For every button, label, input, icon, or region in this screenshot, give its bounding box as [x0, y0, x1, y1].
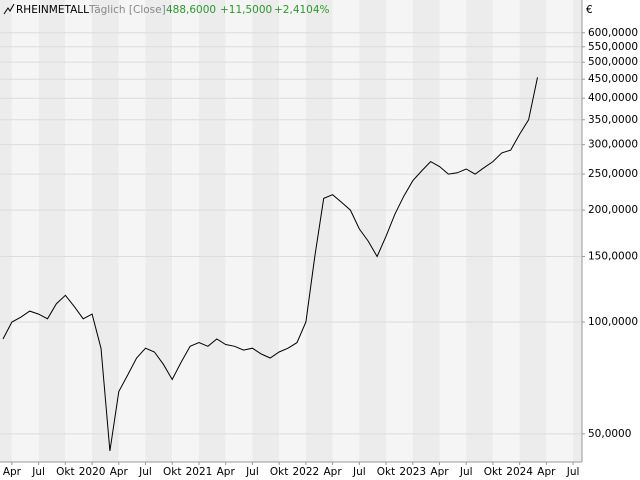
y-tick-label: 400,0000: [588, 92, 638, 104]
band: [145, 0, 173, 462]
y-tick-label: 50,0000: [588, 428, 631, 440]
y-tick-label: 550,0000: [588, 41, 638, 53]
x-tick-label: Apr: [3, 466, 22, 478]
band: [172, 0, 199, 462]
y-tick-label: 250,0000: [588, 168, 638, 180]
band: [573, 0, 582, 462]
x-tick-label: Apr: [217, 466, 236, 478]
y-tick-label: 100,0000: [588, 316, 638, 328]
band: [412, 0, 440, 462]
x-tick-label: 2021: [186, 466, 213, 478]
band: [198, 0, 226, 462]
x-tick-label: Okt: [56, 466, 74, 478]
band: [386, 0, 413, 462]
x-tick-label: Jul: [459, 466, 473, 478]
change: +11,5000: [220, 4, 272, 16]
band: [279, 0, 306, 462]
x-tick-label: Okt: [163, 466, 181, 478]
band: [11, 0, 39, 462]
band: [0, 0, 12, 462]
band: [252, 0, 280, 462]
chart-icon: [3, 3, 15, 15]
band: [92, 0, 119, 462]
y-tick-label: 450,0000: [588, 73, 638, 85]
band: [38, 0, 66, 462]
y-tick-label: 150,0000: [588, 251, 638, 263]
band: [225, 0, 253, 462]
x-tick-label: Jul: [31, 466, 45, 478]
band: [492, 0, 520, 462]
band: [359, 0, 387, 462]
y-tick-label: 200,0000: [588, 204, 638, 216]
x-tick-label: Jul: [245, 466, 259, 478]
x-tick-label: Apr: [323, 466, 342, 478]
chart-title: RHEINMETALL: [16, 4, 89, 16]
x-tick-label: Okt: [270, 466, 288, 478]
currency: €: [586, 4, 593, 16]
x-tick-label: Okt: [484, 466, 502, 478]
band: [305, 0, 333, 462]
band: [65, 0, 93, 462]
x-tick-label: 2020: [79, 466, 106, 478]
y-tick-label: 350,0000: [588, 114, 638, 126]
band: [519, 0, 547, 462]
x-tick-label: Okt: [377, 466, 395, 478]
y-tick-label: 300,0000: [588, 139, 638, 151]
x-tick-label: 2023: [399, 466, 426, 478]
band: [332, 0, 360, 462]
x-tick-label: Jul: [138, 466, 152, 478]
price-line: [2, 77, 538, 451]
x-tick-label: Jul: [566, 466, 580, 478]
x-tick-label: 2024: [506, 466, 533, 478]
x-tick-label: 2022: [292, 466, 319, 478]
band: [439, 0, 467, 462]
change-pct: +2,4104%: [274, 4, 330, 16]
x-tick-label: Jul: [352, 466, 366, 478]
chart-subtitle: Täglich [Close]: [88, 4, 166, 16]
band: [546, 0, 574, 462]
x-tick-label: Apr: [110, 466, 129, 478]
last-price: 488,6000: [166, 4, 216, 16]
y-tick-label: 600,0000: [588, 27, 638, 39]
band: [466, 0, 493, 462]
band: [118, 0, 146, 462]
y-tick-label: 500,0000: [588, 56, 638, 68]
x-tick-label: Apr: [430, 466, 449, 478]
x-tick-label: Apr: [537, 466, 556, 478]
